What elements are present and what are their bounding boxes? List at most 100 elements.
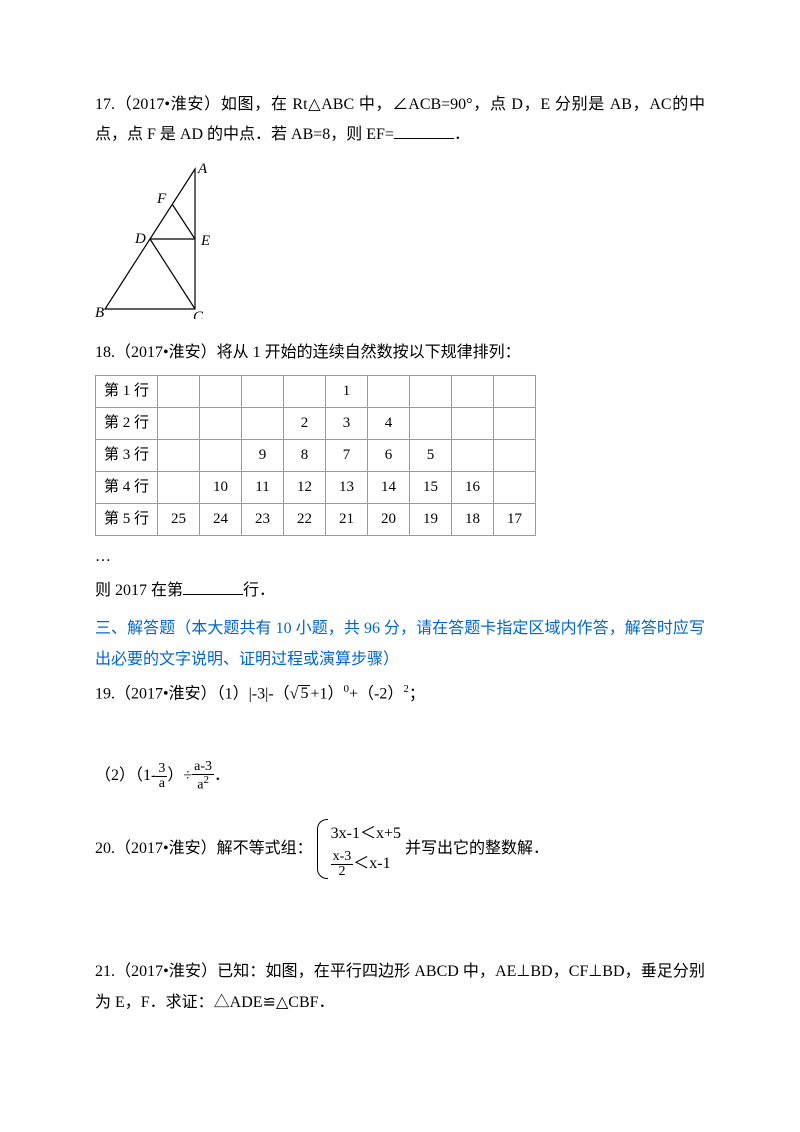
table-cell xyxy=(494,407,536,439)
triangle-svg: A B C D E F xyxy=(95,159,245,319)
table-row: 第 5 行252423222120191817 xyxy=(96,503,536,535)
table-cell xyxy=(452,375,494,407)
table-cell xyxy=(158,407,200,439)
table-cell: 2 xyxy=(284,407,326,439)
frac-x3-2: x-32 xyxy=(331,850,354,879)
table-cell xyxy=(200,439,242,471)
q19-p1-pre: 19.（2017•淮安）（1）|-3|-（ xyxy=(95,685,290,702)
table-cell xyxy=(242,375,284,407)
table-cell: 19 xyxy=(410,503,452,535)
table-cell xyxy=(284,375,326,407)
q19-p2-end: ． xyxy=(214,767,230,784)
number-sequence-table: 第 1 行1第 2 行234第 3 行98765第 4 行10111213141… xyxy=(95,375,536,536)
q19-p2-mid: ）÷ xyxy=(167,767,192,784)
table-cell: 21 xyxy=(326,503,368,535)
table-cell: 11 xyxy=(242,471,284,503)
question-19: 19.（2017•淮安）（1）|-3|-（√5+1）0+（-2）2； （2）（1… xyxy=(95,679,705,792)
row-label: 第 5 行 xyxy=(96,503,158,535)
question-20: 20.（2017•淮安）解不等式组： 3x-1＜x+5 x-32＜x-1 并写出… xyxy=(95,819,705,880)
table-cell xyxy=(452,407,494,439)
table-cell: 18 xyxy=(452,503,494,535)
frac2-den-exp: 2 xyxy=(203,774,209,786)
table-cell: 22 xyxy=(284,503,326,535)
frac-a3-over-a2: a-3a2 xyxy=(192,760,214,793)
q19-part1: 19.（2017•淮安）（1）|-3|-（√5+1）0+（-2）2； xyxy=(95,679,705,710)
table-cell xyxy=(494,375,536,407)
q17-text: 17.（2017•淮安）如图，在 Rt△ABC 中，∠ACB=90°，点 D，E… xyxy=(95,90,705,151)
frac1-num: 3 xyxy=(156,762,167,777)
table-cell xyxy=(410,407,452,439)
line-fe xyxy=(172,204,195,239)
q18-blank xyxy=(183,577,243,595)
sqrt-val: 5 xyxy=(298,685,310,702)
table-cell xyxy=(410,375,452,407)
line-dc xyxy=(150,239,195,309)
ellipsis: … xyxy=(95,542,705,572)
inequality-system: 3x-1＜x+5 x-32＜x-1 xyxy=(317,819,401,880)
q19-p1-end: ； xyxy=(409,685,425,702)
row-label: 第 1 行 xyxy=(96,375,158,407)
table-cell: 13 xyxy=(326,471,368,503)
row-label: 第 4 行 xyxy=(96,471,158,503)
q21-text: 21.（2017•淮安）已知：如图，在平行四边形 ABCD 中，AE⊥BD，CF… xyxy=(95,957,705,1018)
frac2-den: a2 xyxy=(192,775,214,793)
table-cell: 5 xyxy=(410,439,452,471)
triangle-diagram: A B C D E F xyxy=(95,159,705,330)
q20-post: 并写出它的整数解． xyxy=(405,840,549,857)
frac1-den: a xyxy=(156,777,167,791)
table-row: 第 1 行 1 xyxy=(96,375,536,407)
table-cell: 24 xyxy=(200,503,242,535)
table-cell: 9 xyxy=(242,439,284,471)
label-c: C xyxy=(193,309,204,319)
q18-intro: 18.（2017•淮安）将从 1 开始的连续自然数按以下规律排列： xyxy=(95,338,705,368)
section-3-header: 三、解答题（本大题共有 10 小题，共 96 分，请在答题卡指定区域内作答，解答… xyxy=(95,614,705,675)
sys-row-1: 3x-1＜x+5 xyxy=(331,819,401,849)
q19-p1-mid: +1） xyxy=(310,685,343,702)
table-cell xyxy=(158,375,200,407)
table-cell: 4 xyxy=(368,407,410,439)
table-cell: 8 xyxy=(284,439,326,471)
q19-part2: （2）（1-3a）÷a-3a2． xyxy=(95,760,705,793)
table-cell xyxy=(158,439,200,471)
row-label: 第 2 行 xyxy=(96,407,158,439)
table-cell xyxy=(158,471,200,503)
table-cell xyxy=(494,439,536,471)
table-cell: 3 xyxy=(326,407,368,439)
q18-concl-post: 行． xyxy=(243,582,275,599)
table-cell xyxy=(200,407,242,439)
question-17: 17.（2017•淮安）如图，在 Rt△ABC 中，∠ACB=90°，点 D，E… xyxy=(95,90,705,330)
label-e: E xyxy=(200,233,210,249)
sys2-rest: ＜x-1 xyxy=(353,855,390,872)
table-row: 第 2 行 234 xyxy=(96,407,536,439)
question-21: 21.（2017•淮安）已知：如图，在平行四边形 ABCD 中，AE⊥BD，CF… xyxy=(95,957,705,1018)
question-18: 18.（2017•淮安）将从 1 开始的连续自然数按以下规律排列： 第 1 行 1… xyxy=(95,338,705,606)
table-cell xyxy=(242,407,284,439)
frac2-num: a-3 xyxy=(192,760,214,775)
table-cell: 1 xyxy=(326,375,368,407)
spacer xyxy=(95,887,705,957)
table-cell xyxy=(200,375,242,407)
table-cell xyxy=(494,471,536,503)
sqrt-sign: √ xyxy=(290,685,299,702)
table-body: 第 1 行1第 2 行234第 3 行98765第 4 行10111213141… xyxy=(96,375,536,535)
q19-p1-mid2: +（-2） xyxy=(349,685,403,702)
q18-concl-pre: 则 2017 在第 xyxy=(95,582,183,599)
label-d: D xyxy=(134,231,146,247)
label-f: F xyxy=(156,191,167,207)
table-cell: 25 xyxy=(158,503,200,535)
table-cell: 16 xyxy=(452,471,494,503)
table-cell xyxy=(368,375,410,407)
q19-p2-pre: （2）（1- xyxy=(95,767,156,784)
table-cell: 23 xyxy=(242,503,284,535)
table-cell: 20 xyxy=(368,503,410,535)
table-row: 第 3 行98765 xyxy=(96,439,536,471)
frac-3-over-a: 3a xyxy=(156,762,167,791)
sys2-num: x-3 xyxy=(331,850,354,865)
row-label: 第 3 行 xyxy=(96,439,158,471)
table-cell xyxy=(452,439,494,471)
table-row: 第 4 行10111213141516 xyxy=(96,471,536,503)
sys2-den: 2 xyxy=(331,865,354,879)
label-a: A xyxy=(197,161,208,177)
q18-conclusion: 则 2017 在第 行． xyxy=(95,576,705,606)
table-cell: 14 xyxy=(368,471,410,503)
